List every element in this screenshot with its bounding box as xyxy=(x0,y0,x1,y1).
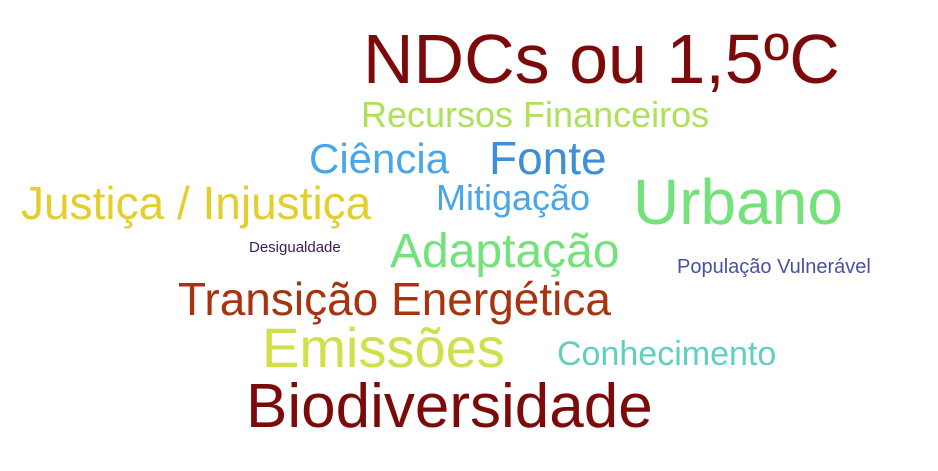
word-emissoes: Emissões xyxy=(262,316,505,379)
word-conhecimento: Conhecimento xyxy=(557,335,777,373)
word-mitigacao: Mitigação xyxy=(436,177,591,218)
word-biodiversidade: Biodiversidade xyxy=(246,372,653,441)
word-populacao-vulneravel: População Vulnerável xyxy=(677,256,871,278)
word-fonte: Fonte xyxy=(489,132,607,184)
word-transicao-energetica: Transição Energética xyxy=(178,273,611,325)
word-ndcs-ou-1-5c: NDCs ou 1,5ºC xyxy=(363,20,840,98)
word-justica-injustica: Justiça / Injustiça xyxy=(21,177,372,229)
word-ciencia: Ciência xyxy=(309,135,450,182)
word-urbano: Urbano xyxy=(633,166,843,238)
word-recursos-financeiros: Recursos Financeiros xyxy=(361,94,710,135)
word-desigualdade: Desigualdade xyxy=(249,239,341,256)
word-adaptacao: Adaptação xyxy=(390,225,620,278)
